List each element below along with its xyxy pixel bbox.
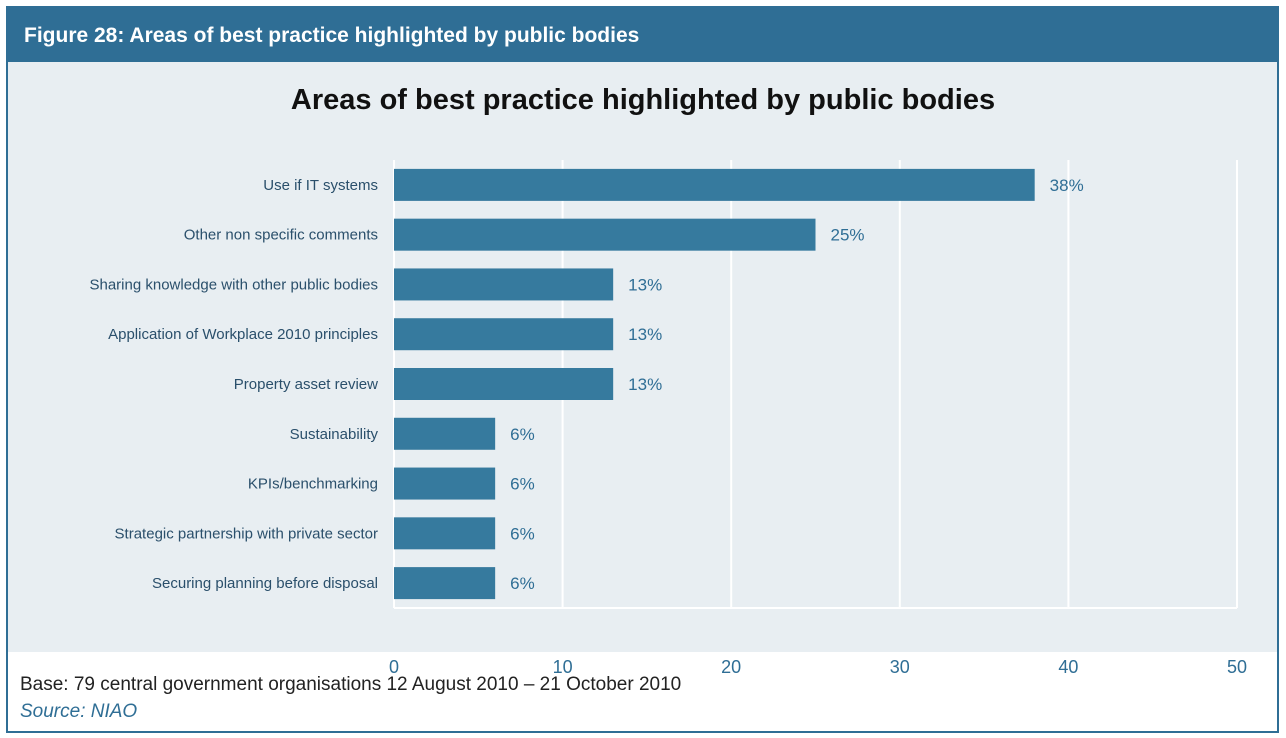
category-label: Other non specific comments xyxy=(184,227,378,244)
category-label: Sharing knowledge with other public bodi… xyxy=(89,276,378,293)
figure-header: Figure 28: Areas of best practice highli… xyxy=(6,6,1279,62)
x-tick-label: 0 xyxy=(389,657,399,677)
value-label: 38% xyxy=(1050,176,1084,195)
figure-title: Figure 28: Areas of best practice highli… xyxy=(24,24,640,47)
bar xyxy=(394,368,614,400)
x-tick-label: 20 xyxy=(721,657,741,677)
chart-title: Areas of best practice highlighted by pu… xyxy=(290,84,996,116)
bar xyxy=(394,517,496,550)
footnote-base: Base: 79 central government organisation… xyxy=(20,674,682,695)
value-label: 6% xyxy=(510,524,535,543)
value-label: 13% xyxy=(628,375,662,394)
figure-frame xyxy=(6,6,1279,733)
x-tick-label: 30 xyxy=(890,657,910,677)
category-label: Securing planning before disposal xyxy=(152,575,378,592)
chart-area xyxy=(8,62,1277,652)
bars xyxy=(394,168,1035,600)
category-label: Use if IT systems xyxy=(263,177,378,194)
value-label: 13% xyxy=(628,275,662,294)
labels: 0 10 20 30 40 50 Use if IT systems 38% Other non… xyxy=(89,176,1247,677)
bar xyxy=(394,567,496,600)
category-label: Sustainability xyxy=(290,426,379,443)
value-label: 13% xyxy=(628,325,662,344)
bar xyxy=(394,268,614,301)
value-label: 6% xyxy=(510,425,535,444)
category-label: KPIs/benchmarking xyxy=(248,476,378,493)
category-label: Application of Workplace 2010 principles xyxy=(108,326,378,343)
x-tick-label: 40 xyxy=(1058,657,1078,677)
footnote-source: Source: NIAO xyxy=(20,701,138,722)
value-label: 25% xyxy=(831,226,865,245)
bar xyxy=(394,318,614,351)
value-label: 6% xyxy=(510,574,535,593)
value-label: 6% xyxy=(510,475,535,494)
bar xyxy=(394,467,496,500)
x-tick-label: 10 xyxy=(553,657,573,677)
x-tick-label: 50 xyxy=(1227,657,1247,677)
bar xyxy=(394,168,1035,201)
bar xyxy=(394,417,496,450)
bar xyxy=(394,218,816,251)
category-label: Property asset review xyxy=(234,376,378,393)
category-label: Strategic partnership with private secto… xyxy=(115,525,378,542)
